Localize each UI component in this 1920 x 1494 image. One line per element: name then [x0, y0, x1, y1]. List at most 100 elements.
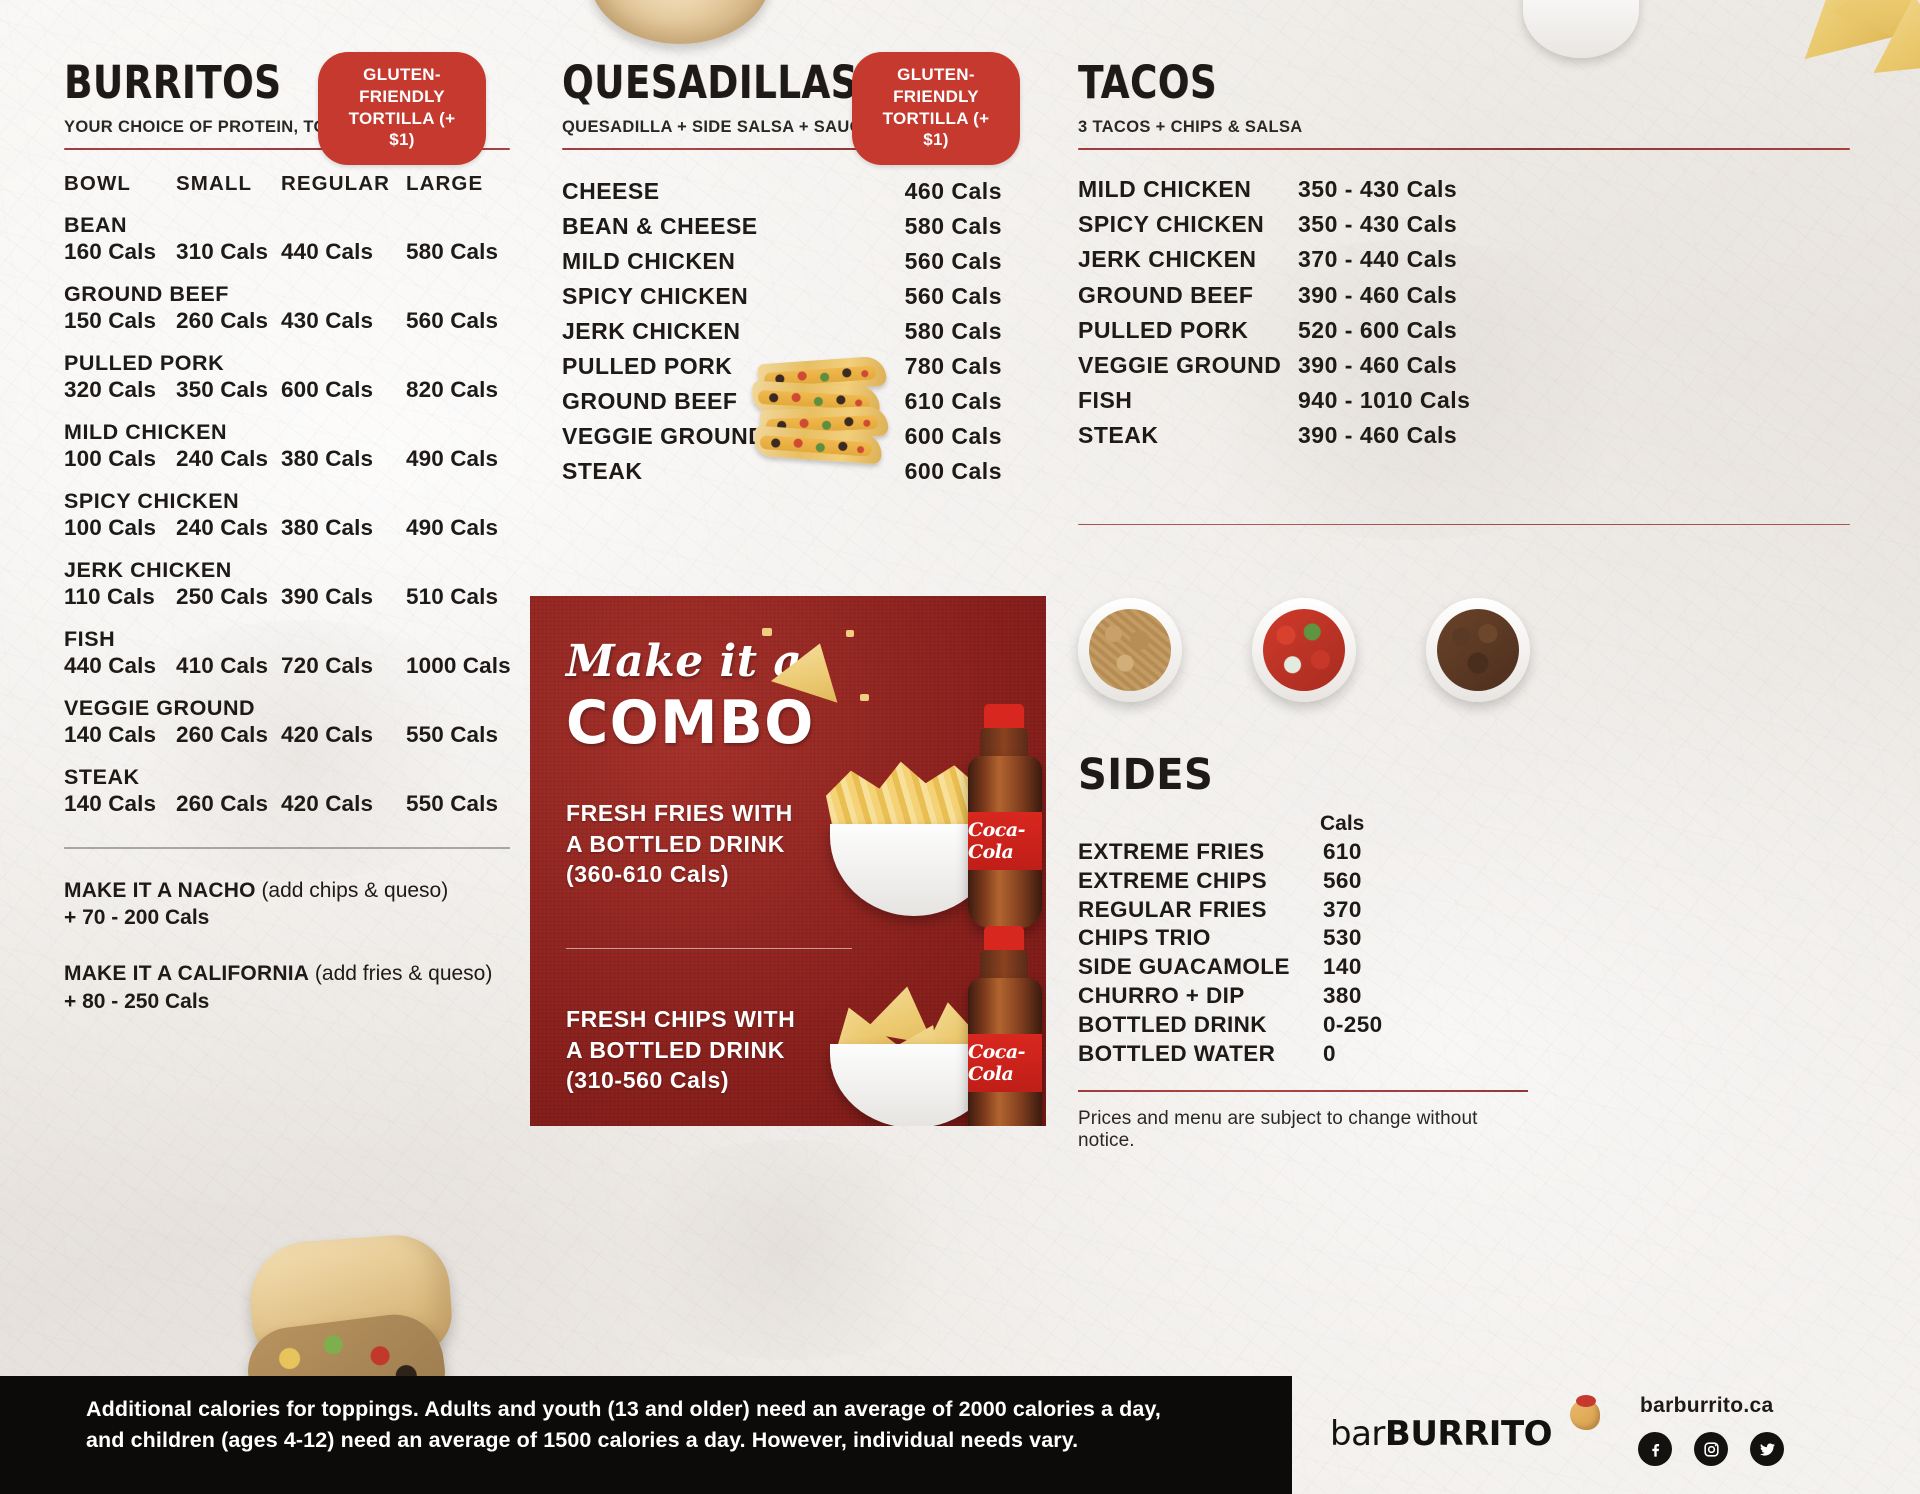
cell-bowl: 110 Cals: [64, 584, 155, 609]
calorie-disclaimer: Additional calories for toppings. Adults…: [86, 1394, 1266, 1455]
offer-line-1: FRESH FRIES WITH: [566, 800, 793, 826]
sides-list: EXTREME FRIES 610 EXTREME CHIPS 560 REGU…: [1078, 838, 1528, 1068]
coke-label-text: Coca-Cola: [968, 819, 1026, 863]
beans-bowl-image: [1426, 598, 1530, 702]
item-calories: 600 Cals: [904, 422, 1002, 449]
item-name: SIDE GUACAMOLE: [1078, 954, 1290, 980]
tacos-subtitle: 3 TACOS + CHIPS & SALSA: [1078, 118, 1303, 136]
burritos-divider: [64, 148, 510, 150]
brand-name-bar: bar: [1330, 1414, 1385, 1454]
item-name: VEGGIE GROUND: [1078, 351, 1282, 378]
salsa-bowls-image: [1078, 598, 1530, 706]
footer-bar: [0, 1376, 1292, 1494]
addon-title: MAKE IT A NACHO: [64, 878, 256, 902]
cell-small: 260 Cals: [176, 308, 269, 333]
item-name: VEGGIE GROUND: [562, 422, 766, 449]
table-row: JERK CHICKEN 110 Cals 250 Cals 390 Cals …: [64, 558, 510, 610]
tacos-section: TACOS 3 TACOS + CHIPS & SALSA MILD CHICK…: [1078, 56, 1850, 526]
item-calories: 610: [1323, 839, 1362, 864]
disclaimer-line-2: and children (ages 4-12) need an average…: [86, 1427, 1079, 1452]
cell-large: 490 Cals: [406, 446, 499, 471]
list-item: VEGGIE GROUND 390 - 460 Cals: [1078, 348, 1850, 383]
list-item: EXTREME CHIPS 560: [1078, 867, 1528, 896]
row-name: BEAN: [64, 213, 128, 237]
addon-description: (add chips & queso): [255, 878, 449, 902]
facebook-icon[interactable]: [1638, 1432, 1672, 1466]
cell-regular: 420 Cals: [281, 791, 374, 816]
cell-regular: 600 Cals: [281, 377, 374, 402]
brand-logo: bar BURRITO: [1330, 1414, 1553, 1454]
sides-section: SIDES Cals EXTREME FRIES 610 EXTREME CHI…: [1078, 750, 1528, 1152]
item-name: SPICY CHICKEN: [562, 282, 749, 309]
item-name: JERK CHICKEN: [562, 317, 741, 344]
combo-promo-panel: Make it a COMBO Coca-Cola FRESH FRIES WI…: [530, 596, 1046, 1126]
item-name: REGULAR FRIES: [1078, 896, 1267, 922]
row-values: 150 Cals 260 Cals 430 Cals 560 Cals: [64, 308, 510, 334]
burritos-table-header: BOWL SMALL REGULAR LARGE: [64, 172, 510, 196]
row-name: STEAK: [64, 765, 140, 789]
item-calories: 370 - 440 Cals: [1298, 246, 1458, 273]
coke-label-text: Coca-Cola: [968, 1041, 1026, 1085]
disclaimer-line-1: Additional calories for toppings. Adults…: [86, 1397, 1161, 1421]
item-calories: 580 Cals: [904, 317, 1002, 344]
list-item: MILD CHICKEN 350 - 430 Cals: [1078, 172, 1850, 207]
column-header-small: SMALL: [176, 172, 253, 195]
badge-line-2: TORTILLA (+ $1): [348, 108, 456, 150]
list-item: JERK CHICKEN 370 - 440 Cals: [1078, 242, 1850, 277]
tacos-bottom-divider: [1078, 523, 1850, 526]
quesadillas-list: CHEESE 460 Cals BEAN & CHEESE 580 Cals M…: [562, 174, 1002, 489]
table-row: BEAN 160 Cals 310 Cals 440 Cals 580 Cals: [64, 213, 510, 265]
cell-regular: 380 Cals: [281, 515, 374, 540]
item-calories: 560 Cals: [904, 247, 1002, 274]
item-calories: 600 Cals: [904, 457, 1002, 484]
cell-regular: 430 Cals: [281, 308, 374, 333]
badge-line-1: GLUTEN-FRIENDLY: [359, 65, 445, 106]
row-values: 320 Cals 350 Cals 600 Cals 820 Cals: [64, 377, 510, 403]
website-url[interactable]: barburrito.ca: [1640, 1394, 1774, 1417]
cell-small: 410 Cals: [176, 653, 269, 678]
gluten-friendly-badge-burritos: GLUTEN-FRIENDLY TORTILLA (+ $1): [318, 52, 486, 165]
table-row: VEGGIE GROUND 140 Cals 260 Cals 420 Cals…: [64, 696, 510, 748]
cell-small: 260 Cals: [176, 791, 269, 816]
tacos-title: TACOS: [1078, 56, 1218, 109]
gluten-friendly-badge-quesadillas: GLUTEN-FRIENDLY TORTILLA (+ $1): [852, 52, 1020, 165]
item-calories: 370: [1323, 896, 1362, 922]
list-item: BEAN & CHEESE 580 Cals: [562, 209, 1002, 244]
column-header-large: LARGE: [406, 172, 484, 195]
cell-small: 260 Cals: [176, 722, 269, 747]
item-calories: 390 - 460 Cals: [1298, 281, 1458, 308]
quesadillas-divider: [562, 148, 1014, 150]
cell-regular: 420 Cals: [281, 722, 374, 747]
list-item: MILD CHICKEN 560 Cals: [562, 244, 1002, 279]
combo-script-text: Make it a: [566, 636, 803, 687]
row-values: 140 Cals 260 Cals 420 Cals 550 Cals: [64, 791, 510, 817]
list-item: REGULAR FRIES 370: [1078, 896, 1528, 925]
list-item: VEGGIE GROUND 600 Cals: [562, 419, 1002, 454]
offer-calories: (310-560 Cals): [566, 1067, 730, 1094]
combo-headline: COMBO: [566, 688, 815, 758]
cell-bowl: 160 Cals: [64, 239, 157, 264]
sides-title: SIDES: [1078, 750, 1214, 800]
brand-swirl-icon: [1570, 1395, 1600, 1430]
item-name: EXTREME CHIPS: [1078, 867, 1267, 893]
offer-line-2: A BOTTLED DRINK: [566, 830, 785, 857]
table-row: MILD CHICKEN 100 Cals 240 Cals 380 Cals …: [64, 420, 510, 472]
cell-bowl: 320 Cals: [64, 377, 157, 402]
instagram-icon[interactable]: [1694, 1432, 1728, 1466]
list-item: CHURRO + DIP 380: [1078, 982, 1528, 1011]
item-calories: 140: [1323, 954, 1362, 980]
cell-large: 550 Cals: [406, 791, 499, 816]
twitter-icon[interactable]: [1750, 1432, 1784, 1466]
price-disclaimer: Prices and menu are subject to change wi…: [1078, 1108, 1478, 1152]
coca-cola-bottle-image: Coca-Cola: [962, 926, 1046, 1126]
badge-line-1: GLUTEN-FRIENDLY: [893, 65, 979, 106]
list-item: BOTTLED WATER 0: [1078, 1040, 1528, 1069]
item-calories: 350 - 430 Cals: [1298, 211, 1458, 238]
item-calories: 460 Cals: [904, 178, 1002, 204]
item-calories: 380: [1323, 982, 1362, 1008]
list-item: JERK CHICKEN 580 Cals: [562, 314, 1002, 349]
cell-bowl: 140 Cals: [64, 722, 157, 747]
table-row: SPICY CHICKEN 100 Cals 240 Cals 380 Cals…: [64, 489, 510, 541]
sides-divider: [1078, 1090, 1528, 1093]
item-name: STEAK: [1078, 422, 1159, 449]
